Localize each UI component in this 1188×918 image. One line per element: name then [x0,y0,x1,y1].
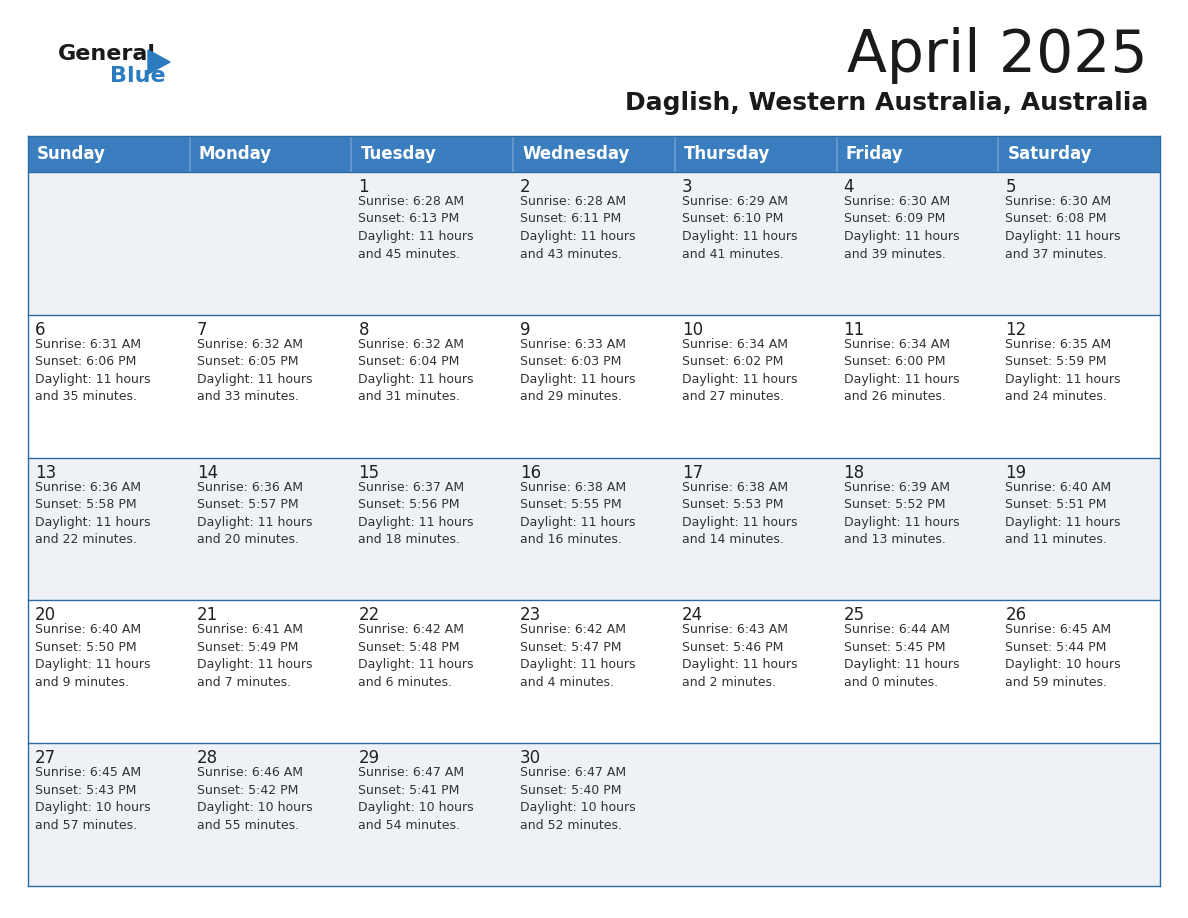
Text: 14: 14 [197,464,217,482]
Text: 17: 17 [682,464,703,482]
Text: Daglish, Western Australia, Australia: Daglish, Western Australia, Australia [625,91,1148,115]
Text: 25: 25 [843,607,865,624]
Text: Sunrise: 6:47 AM
Sunset: 5:40 PM
Daylight: 10 hours
and 52 minutes.: Sunrise: 6:47 AM Sunset: 5:40 PM Dayligh… [520,767,636,832]
Text: Sunrise: 6:40 AM
Sunset: 5:51 PM
Daylight: 11 hours
and 11 minutes.: Sunrise: 6:40 AM Sunset: 5:51 PM Dayligh… [1005,481,1120,546]
Text: Sunrise: 6:31 AM
Sunset: 6:06 PM
Daylight: 11 hours
and 35 minutes.: Sunrise: 6:31 AM Sunset: 6:06 PM Dayligh… [34,338,151,403]
Text: Sunrise: 6:35 AM
Sunset: 5:59 PM
Daylight: 11 hours
and 24 minutes.: Sunrise: 6:35 AM Sunset: 5:59 PM Dayligh… [1005,338,1120,403]
Text: Sunrise: 6:32 AM
Sunset: 6:05 PM
Daylight: 11 hours
and 33 minutes.: Sunrise: 6:32 AM Sunset: 6:05 PM Dayligh… [197,338,312,403]
Text: Sunrise: 6:46 AM
Sunset: 5:42 PM
Daylight: 10 hours
and 55 minutes.: Sunrise: 6:46 AM Sunset: 5:42 PM Dayligh… [197,767,312,832]
Text: 22: 22 [359,607,380,624]
Text: Sunrise: 6:37 AM
Sunset: 5:56 PM
Daylight: 11 hours
and 18 minutes.: Sunrise: 6:37 AM Sunset: 5:56 PM Dayligh… [359,481,474,546]
Bar [29,315,1159,457]
Text: 10: 10 [682,320,703,339]
Text: Sunrise: 6:45 AM
Sunset: 5:44 PM
Daylight: 10 hours
and 59 minutes.: Sunrise: 6:45 AM Sunset: 5:44 PM Dayligh… [1005,623,1121,688]
Text: 5: 5 [1005,178,1016,196]
Text: 13: 13 [34,464,56,482]
Text: Sunrise: 6:29 AM
Sunset: 6:10 PM
Daylight: 11 hours
and 41 minutes.: Sunrise: 6:29 AM Sunset: 6:10 PM Dayligh… [682,195,797,261]
Text: 4: 4 [843,178,854,196]
Text: Sunrise: 6:42 AM
Sunset: 5:47 PM
Daylight: 11 hours
and 4 minutes.: Sunrise: 6:42 AM Sunset: 5:47 PM Dayligh… [520,623,636,688]
Bar [29,600,1159,744]
Bar [29,457,1159,600]
Text: 6: 6 [34,320,45,339]
Text: Sunrise: 6:45 AM
Sunset: 5:43 PM
Daylight: 10 hours
and 57 minutes.: Sunrise: 6:45 AM Sunset: 5:43 PM Dayligh… [34,767,151,832]
Text: Monday: Monday [198,145,272,163]
Text: Sunrise: 6:34 AM
Sunset: 6:02 PM
Daylight: 11 hours
and 27 minutes.: Sunrise: 6:34 AM Sunset: 6:02 PM Dayligh… [682,338,797,403]
Text: Sunrise: 6:33 AM
Sunset: 6:03 PM
Daylight: 11 hours
and 29 minutes.: Sunrise: 6:33 AM Sunset: 6:03 PM Dayligh… [520,338,636,403]
Text: Thursday: Thursday [684,145,770,163]
Text: Sunrise: 6:44 AM
Sunset: 5:45 PM
Daylight: 11 hours
and 0 minutes.: Sunrise: 6:44 AM Sunset: 5:45 PM Dayligh… [843,623,959,688]
Text: 24: 24 [682,607,703,624]
Text: Friday: Friday [846,145,903,163]
Bar [513,136,675,172]
Text: 16: 16 [520,464,542,482]
Bar [190,136,352,172]
Text: Sunrise: 6:36 AM
Sunset: 5:57 PM
Daylight: 11 hours
and 20 minutes.: Sunrise: 6:36 AM Sunset: 5:57 PM Dayligh… [197,481,312,546]
Text: Sunrise: 6:36 AM
Sunset: 5:58 PM
Daylight: 11 hours
and 22 minutes.: Sunrise: 6:36 AM Sunset: 5:58 PM Dayligh… [34,481,151,546]
Text: Sunrise: 6:30 AM
Sunset: 6:09 PM
Daylight: 11 hours
and 39 minutes.: Sunrise: 6:30 AM Sunset: 6:09 PM Dayligh… [843,195,959,261]
Text: 29: 29 [359,749,379,767]
Bar [29,744,1159,886]
Text: Sunrise: 6:28 AM
Sunset: 6:11 PM
Daylight: 11 hours
and 43 minutes.: Sunrise: 6:28 AM Sunset: 6:11 PM Dayligh… [520,195,636,261]
Text: 18: 18 [843,464,865,482]
Text: 23: 23 [520,607,542,624]
Polygon shape [148,50,170,74]
Text: Sunrise: 6:43 AM
Sunset: 5:46 PM
Daylight: 11 hours
and 2 minutes.: Sunrise: 6:43 AM Sunset: 5:46 PM Dayligh… [682,623,797,688]
Text: 9: 9 [520,320,531,339]
Text: Sunrise: 6:30 AM
Sunset: 6:08 PM
Daylight: 11 hours
and 37 minutes.: Sunrise: 6:30 AM Sunset: 6:08 PM Dayligh… [1005,195,1120,261]
Bar [29,136,190,172]
Bar [352,136,513,172]
Text: 7: 7 [197,320,207,339]
Text: 19: 19 [1005,464,1026,482]
Text: Tuesday: Tuesday [360,145,436,163]
Text: 3: 3 [682,178,693,196]
Text: Saturday: Saturday [1007,145,1092,163]
Text: Sunrise: 6:28 AM
Sunset: 6:13 PM
Daylight: 11 hours
and 45 minutes.: Sunrise: 6:28 AM Sunset: 6:13 PM Dayligh… [359,195,474,261]
Text: 1: 1 [359,178,369,196]
Text: April 2025: April 2025 [847,28,1148,84]
Text: General: General [58,44,156,64]
Text: Blue: Blue [110,66,165,86]
Text: Sunrise: 6:39 AM
Sunset: 5:52 PM
Daylight: 11 hours
and 13 minutes.: Sunrise: 6:39 AM Sunset: 5:52 PM Dayligh… [843,481,959,546]
Text: 12: 12 [1005,320,1026,339]
Text: 20: 20 [34,607,56,624]
Text: 30: 30 [520,749,542,767]
Text: 8: 8 [359,320,369,339]
Text: Sunrise: 6:34 AM
Sunset: 6:00 PM
Daylight: 11 hours
and 26 minutes.: Sunrise: 6:34 AM Sunset: 6:00 PM Dayligh… [843,338,959,403]
Text: 2: 2 [520,178,531,196]
Text: Sunrise: 6:38 AM
Sunset: 5:53 PM
Daylight: 11 hours
and 14 minutes.: Sunrise: 6:38 AM Sunset: 5:53 PM Dayligh… [682,481,797,546]
Bar [675,136,836,172]
Text: Sunday: Sunday [37,145,106,163]
Text: Sunrise: 6:38 AM
Sunset: 5:55 PM
Daylight: 11 hours
and 16 minutes.: Sunrise: 6:38 AM Sunset: 5:55 PM Dayligh… [520,481,636,546]
Text: 11: 11 [843,320,865,339]
Bar [29,172,1159,315]
Text: 27: 27 [34,749,56,767]
Text: Sunrise: 6:40 AM
Sunset: 5:50 PM
Daylight: 11 hours
and 9 minutes.: Sunrise: 6:40 AM Sunset: 5:50 PM Dayligh… [34,623,151,688]
Text: 21: 21 [197,607,217,624]
Text: Wednesday: Wednesday [523,145,630,163]
Bar [998,136,1159,172]
Text: 28: 28 [197,749,217,767]
Bar [836,136,998,172]
Text: Sunrise: 6:32 AM
Sunset: 6:04 PM
Daylight: 11 hours
and 31 minutes.: Sunrise: 6:32 AM Sunset: 6:04 PM Dayligh… [359,338,474,403]
Text: Sunrise: 6:47 AM
Sunset: 5:41 PM
Daylight: 10 hours
and 54 minutes.: Sunrise: 6:47 AM Sunset: 5:41 PM Dayligh… [359,767,474,832]
Text: 15: 15 [359,464,379,482]
Text: 26: 26 [1005,607,1026,624]
Text: Sunrise: 6:41 AM
Sunset: 5:49 PM
Daylight: 11 hours
and 7 minutes.: Sunrise: 6:41 AM Sunset: 5:49 PM Dayligh… [197,623,312,688]
Text: Sunrise: 6:42 AM
Sunset: 5:48 PM
Daylight: 11 hours
and 6 minutes.: Sunrise: 6:42 AM Sunset: 5:48 PM Dayligh… [359,623,474,688]
